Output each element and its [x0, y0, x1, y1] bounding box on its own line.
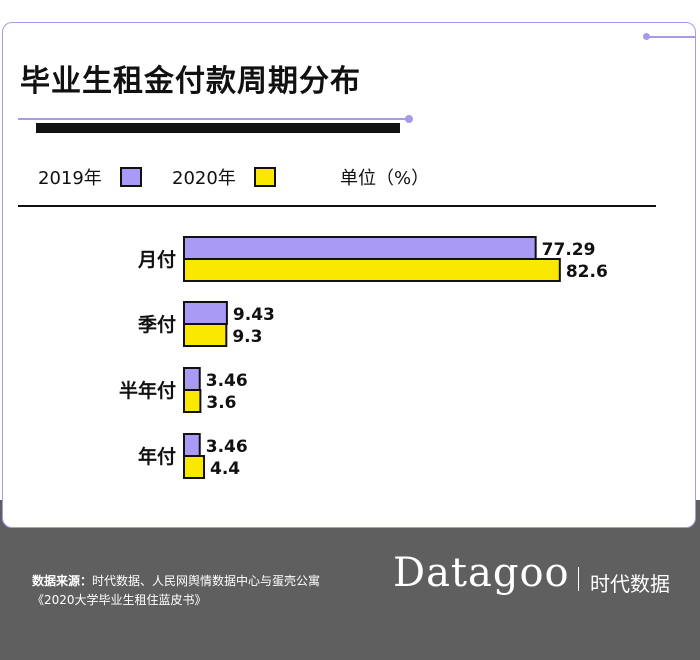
data-label-2020: 3.6 [206, 393, 236, 413]
data-label-2020: 9.3 [232, 327, 262, 347]
corner-accent-line [647, 36, 695, 38]
bar-2020 [183, 389, 202, 413]
bar-2020 [183, 323, 228, 347]
title-accent-dot [405, 115, 413, 123]
bar-2020 [183, 258, 561, 282]
corner-accent-dot [643, 33, 650, 40]
brand-separator [578, 567, 579, 591]
chart-title: 毕业生租金付款周期分布 [20, 64, 361, 99]
unit-label: 单位（%） [340, 168, 430, 189]
category-label: 半年付 [119, 379, 176, 402]
category-label: 年付 [138, 445, 176, 468]
data-label-2019: 3.46 [206, 371, 248, 391]
source-label: 数据来源： [32, 574, 93, 588]
legend-label-2020: 2020年 [172, 168, 236, 189]
data-label-2019: 9.43 [233, 305, 275, 325]
data-label-2020: 4.4 [210, 459, 240, 479]
source-text: 时代数据、人民网舆情数据中心与蛋壳公寓《2020大学毕业生租住蓝皮书》 [32, 574, 321, 607]
title-accent-line [18, 118, 410, 120]
legend-label-2019: 2019年 [38, 168, 102, 189]
title-underline-bar [36, 123, 400, 133]
data-label-2019: 3.46 [206, 437, 248, 457]
category-label: 季付 [138, 313, 176, 336]
data-label-2019: 77.29 [542, 240, 596, 260]
bar-2019 [183, 433, 201, 457]
legend-divider [18, 205, 656, 207]
bar-2020 [183, 455, 206, 479]
data-label-2020: 82.6 [566, 262, 608, 282]
data-source: 数据来源：时代数据、人民网舆情数据中心与蛋壳公寓《2020大学毕业生租住蓝皮书》 [32, 572, 362, 610]
bar-2019 [183, 236, 537, 260]
bar-2019 [183, 367, 201, 391]
legend-swatch-2020 [254, 167, 276, 187]
category-label: 月付 [137, 248, 176, 271]
brand-logo: Datagoo [393, 550, 570, 596]
brand-chinese: 时代数据 [590, 572, 670, 596]
legend-swatch-2019 [120, 167, 142, 187]
bar-2019 [183, 301, 228, 325]
